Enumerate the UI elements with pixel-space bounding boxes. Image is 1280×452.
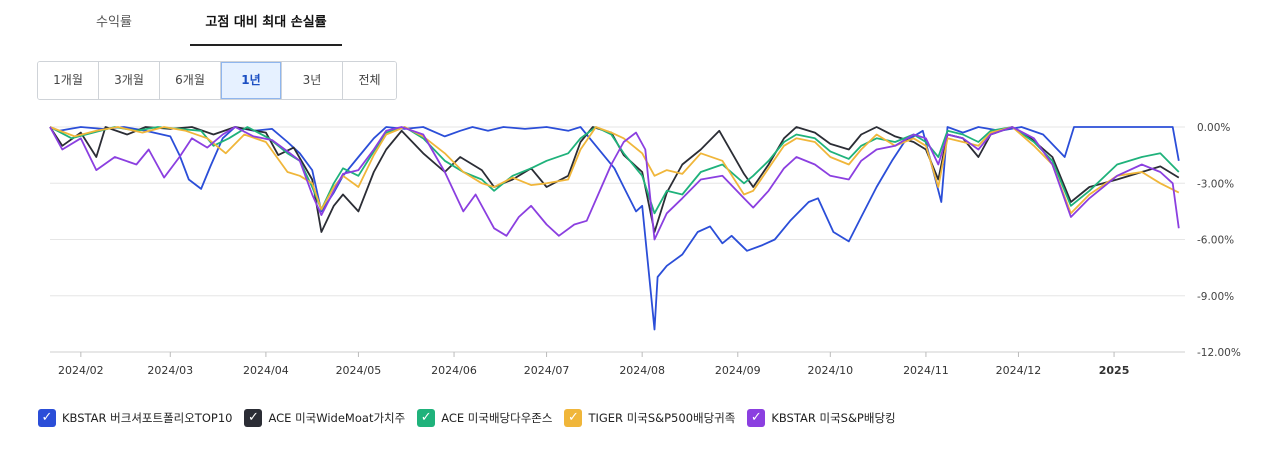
x-tick-label: 2024/05 (336, 364, 382, 377)
legend-label: KBSTAR 버크셔포트폴리오TOP10 (62, 411, 233, 425)
drawdown-line-chart: 0.00% -3.00% -6.00% -9.00% -12.00% 2024/02 202… (49, 122, 1241, 377)
legend-item-1[interactable]: ✓ KBSTAR 버크셔포트폴리오TOP10 (38, 409, 232, 427)
x-tick-label: 2024/06 (431, 364, 477, 377)
x-tick-label: 2025 (1099, 364, 1130, 377)
legend-checkbox-icon[interactable]: ✓ (417, 409, 436, 427)
y-tick-label: -6.00% (1197, 235, 1234, 247)
tab-returns[interactable]: 수익률 (96, 15, 132, 30)
legend-label: TIGER 미국S&P500배당귀족 (588, 411, 736, 425)
x-tick-label: 2024/09 (715, 364, 761, 377)
chart-legend: ✓ KBSTAR 버크셔포트폴리오TOP10 ✓ ACE 미국WideMoat가치주 ✓… (38, 408, 908, 428)
x-tick-label: 2024/12 (996, 364, 1042, 377)
period-3m-button[interactable]: 3개월 (99, 62, 160, 99)
period-3y-button[interactable]: 3년 (282, 62, 343, 99)
legend-label: ACE 미국배당다우존스 (441, 411, 553, 425)
period-selector: 1개월 3개월 6개월 1년 3년 전체 (37, 61, 397, 100)
legend-item-3[interactable]: ✓ ACE 미국배당다우존스 (417, 409, 552, 427)
x-tick-label: 2024/10 (807, 364, 853, 377)
legend-item-5[interactable]: ✓ KBSTAR 미국S&P배당킹 (747, 409, 896, 427)
period-1m-button[interactable]: 1개월 (38, 62, 99, 99)
legend-item-4[interactable]: ✓ TIGER 미국S&P500배당귀족 (564, 409, 735, 427)
legend-checkbox-icon[interactable]: ✓ (747, 409, 766, 427)
y-tick-label: -3.00% (1197, 178, 1234, 190)
legend-checkbox-icon[interactable]: ✓ (564, 409, 583, 427)
legend-label: KBSTAR 미국S&P배당킹 (771, 411, 896, 425)
y-tick-label: -12.00% (1197, 347, 1241, 359)
x-tick-label: 2024/02 (58, 364, 104, 377)
legend-checkbox-icon[interactable]: ✓ (244, 409, 263, 427)
legend-checkbox-icon[interactable]: ✓ (38, 409, 56, 427)
y-tick-label: 0.00% (1197, 122, 1230, 134)
period-6m-button[interactable]: 6개월 (160, 62, 221, 99)
x-tick-label: 2024/08 (619, 364, 665, 377)
x-tick-label: 2024/03 (147, 364, 193, 377)
legend-item-2[interactable]: ✓ ACE 미국WideMoat가치주 (244, 409, 405, 427)
series-line-4 (49, 126, 1180, 215)
x-tick-label: 2024/04 (243, 364, 289, 377)
tab-max-drawdown[interactable]: 고점 대비 최대 손실률 (190, 0, 342, 46)
series-line-5 (49, 126, 1180, 241)
x-tick-label: 2024/07 (524, 364, 570, 377)
y-tick-label: -9.00% (1197, 291, 1234, 303)
x-tick-label: 2024/11 (903, 364, 949, 377)
period-1y-button[interactable]: 1년 (221, 62, 282, 99)
tab-bar: 수익률 고점 대비 최대 손실률 (38, 0, 342, 46)
legend-label: ACE 미국WideMoat가치주 (268, 411, 406, 425)
period-all-button[interactable]: 전체 (343, 62, 396, 99)
